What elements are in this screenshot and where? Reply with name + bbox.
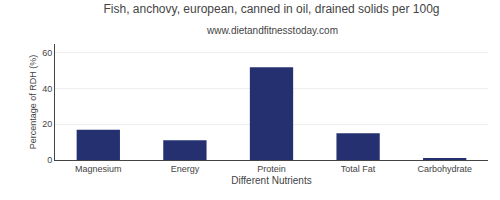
svg-text:Total Fat: Total Fat [341,164,376,174]
svg-text:20: 20 [42,119,52,129]
svg-text:Fish, anchovy, european, canne: Fish, anchovy, european, canned in oil, … [104,2,440,16]
svg-text:Percentage of RDH (%): Percentage of RDH (%) [28,55,38,150]
svg-text:Magnesium: Magnesium [75,164,122,174]
svg-text:Protein: Protein [257,164,286,174]
svg-text:Different Nutrients: Different Nutrients [231,175,311,186]
svg-text:Carbohydrate: Carbohydrate [417,164,472,174]
svg-text:60: 60 [42,48,52,58]
svg-text:40: 40 [42,84,52,94]
svg-text:Energy: Energy [171,164,200,174]
svg-text:www.dietandfitnesstoday.com: www.dietandfitnesstoday.com [206,25,338,36]
svg-text:0: 0 [47,155,52,165]
